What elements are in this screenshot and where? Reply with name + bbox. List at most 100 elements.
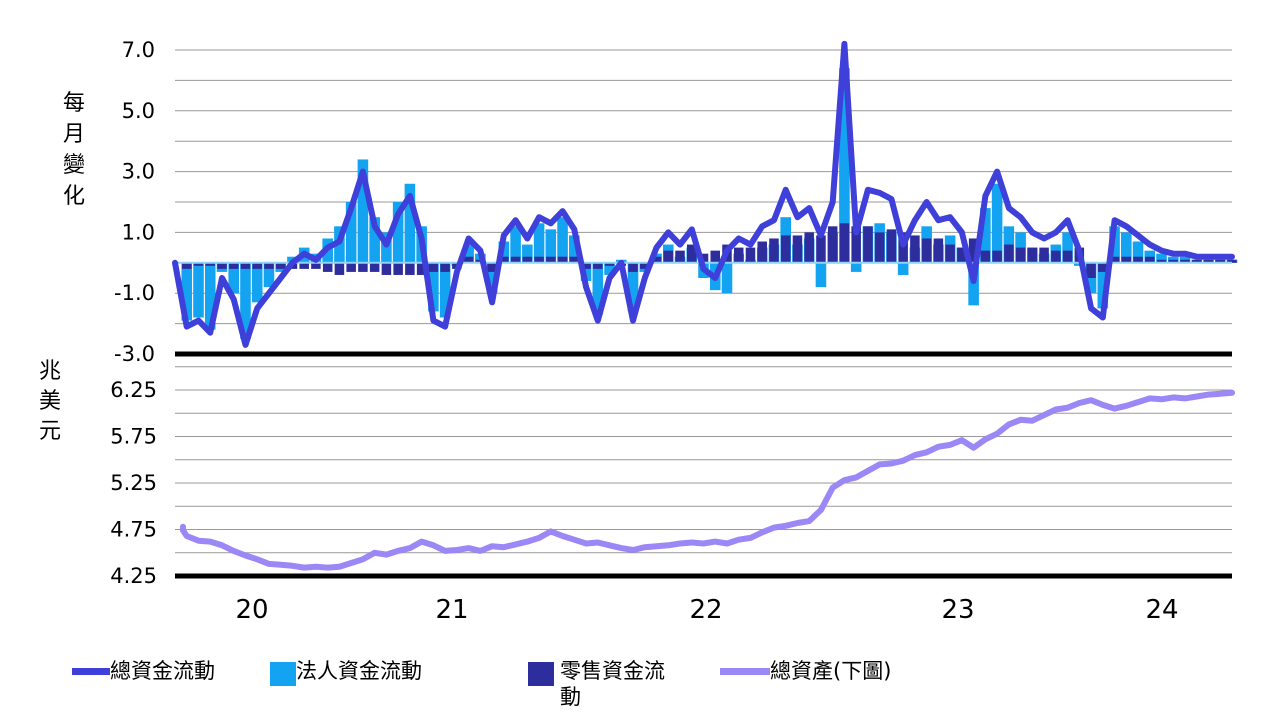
retail-flow-bar	[1051, 250, 1061, 263]
institutional-flow-bar	[263, 262, 275, 288]
retail-flow-bar	[686, 244, 697, 263]
retail-flow-bar	[416, 262, 427, 275]
retail-flow-bar	[698, 253, 709, 263]
retail-flow-bar	[816, 235, 826, 263]
y-tick-label: 4.25	[110, 564, 157, 588]
bottom-y-axis-ticks: 6.25 5.75 5.25 4.75 4.25	[110, 378, 157, 588]
retail-flow-bar	[299, 262, 309, 269]
institutional-flow-bar	[569, 235, 580, 263]
retail-flow-bar	[252, 262, 262, 269]
y-tick-label: 7.0	[122, 38, 155, 62]
legend-label-institutional-flow: 法人資金流動	[296, 659, 422, 683]
retail-flow-bar	[980, 250, 991, 263]
retail-flow-bar	[804, 232, 814, 263]
retail-flow-bar	[910, 235, 920, 263]
x-axis-ticks: 20 21 22 23 24	[235, 595, 1178, 625]
institutional-flow-bar	[991, 183, 1003, 263]
x-tick-label: 21	[435, 595, 468, 625]
retail-flow-bar	[1168, 259, 1179, 263]
retail-flow-bar	[405, 262, 415, 275]
bottom-y-axis-label: 兆美元	[39, 359, 61, 444]
retail-flow-bar	[217, 262, 227, 269]
institutional-flow-bar	[439, 262, 451, 318]
retail-flow-bar	[945, 244, 955, 263]
institutional-flow-bar	[980, 208, 991, 263]
top-y-axis-ticks: 7.0 5.0 3.0 1.0 -1.0 -3.0	[114, 38, 155, 366]
retail-flow-bar	[569, 256, 580, 263]
retail-flow-bar	[933, 238, 944, 263]
total-flow-series-line	[172, 40, 1235, 348]
x-tick-label: 20	[235, 595, 268, 625]
retail-flow-bar	[1098, 262, 1108, 272]
retail-flow-bar	[522, 256, 533, 263]
retail-flow-bar	[240, 262, 251, 269]
institutional-flow-bar	[404, 183, 416, 263]
institutional-flow-bar	[193, 262, 204, 318]
institutional-flow-bar	[392, 202, 404, 263]
retail-flow-bar	[663, 250, 674, 263]
retail-flow-bar	[193, 262, 204, 266]
retail-flow-bar	[381, 262, 392, 275]
institutional-flow-bar	[204, 262, 216, 330]
institutional-flow-bar	[968, 262, 979, 306]
y-axis-label-char: 美	[39, 389, 61, 414]
retail-flow-bar	[604, 262, 615, 266]
x-tick-label: 23	[941, 595, 974, 625]
institutional-flow-bar	[510, 226, 521, 263]
retail-flow-bar	[487, 262, 497, 272]
institutional-flow-bar	[545, 229, 557, 263]
retail-flow-bar	[311, 262, 321, 269]
institutional-flow-bar	[486, 262, 498, 294]
retail-flow-bar	[874, 232, 885, 263]
retail-flow-bar	[534, 256, 544, 263]
retail-flow-bar	[1004, 244, 1014, 263]
retail-flow-bar	[593, 262, 603, 269]
y-axis-label-char: 每	[63, 91, 85, 116]
legend-label-total-flow: 總資金流動	[110, 659, 215, 683]
legend-swatch-retail-flow	[528, 662, 554, 686]
y-tick-label: 1.0	[122, 220, 155, 244]
institutional-flow-bar	[240, 262, 251, 339]
retail-flow-bar	[792, 235, 803, 263]
legend-label-retail-flow: 零售資金流動	[560, 659, 665, 709]
y-axis-label-char: 化	[63, 184, 85, 209]
retail-flow-bar	[675, 250, 685, 263]
y-tick-label: 6.25	[110, 378, 157, 402]
institutional-flow-bar	[1132, 241, 1144, 263]
retail-flow-bar	[851, 226, 861, 263]
retail-flow-bar	[1180, 259, 1190, 263]
y-tick-label: -1.0	[114, 281, 155, 305]
retail-flow-bar	[640, 262, 650, 269]
retail-flow-bar	[1215, 259, 1226, 263]
institutional-flow-bar	[251, 262, 263, 303]
retail-flow-bar	[264, 262, 274, 269]
retail-flow-bar	[358, 262, 368, 272]
legend-swatch-total-assets	[720, 668, 770, 675]
institutional-flow-bar	[850, 262, 862, 272]
retail-flow-bar	[863, 226, 873, 263]
retail-flow-bar	[205, 262, 215, 266]
retail-flow-bar	[968, 238, 979, 263]
y-tick-label: -3.0	[114, 342, 155, 366]
institutional-flow-bar	[1156, 253, 1167, 263]
retail-flow-bar	[393, 262, 403, 275]
legend-swatch-total-flow	[72, 668, 110, 675]
retail-flow-bar	[1121, 256, 1132, 263]
retail-flow-bar	[581, 262, 591, 269]
retail-flow-bar	[1062, 250, 1073, 263]
total-flow-line	[172, 40, 1235, 348]
institutional-flow-bar	[815, 262, 827, 288]
institutional-flow-bar	[1097, 262, 1109, 309]
y-tick-label: 5.0	[122, 99, 155, 123]
institutional-flow-bar	[228, 262, 240, 294]
retail-flow-bar	[769, 238, 779, 263]
legend-label-total-assets: 總資產(下圖)	[770, 659, 892, 683]
legend-swatch-institutional-flow	[270, 662, 296, 686]
retail-flow-bar	[322, 262, 333, 272]
retail-flow-bar	[1086, 262, 1096, 278]
bottom-chart-grid	[175, 366, 1232, 579]
retail-flow-bar	[275, 262, 286, 269]
retail-flow-bar	[710, 250, 721, 263]
